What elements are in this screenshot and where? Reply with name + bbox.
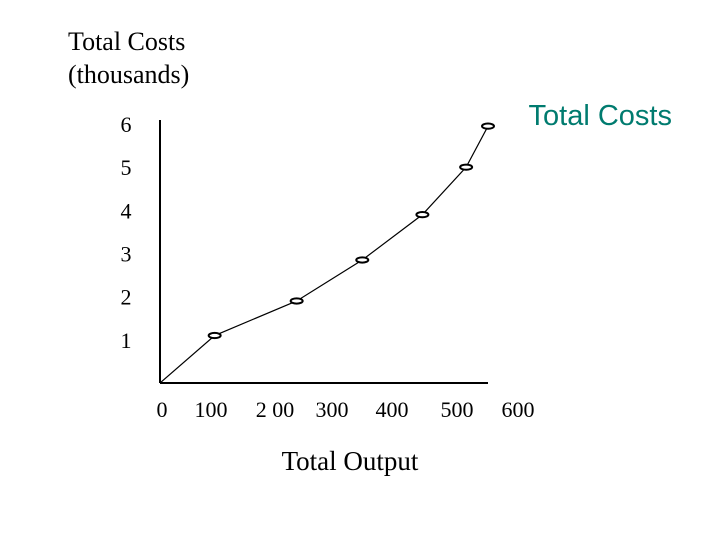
y-axis-title-line-2: (thousands) (68, 60, 189, 89)
x-axis-title: Total Output (282, 446, 419, 476)
y-tick-label-3: 3 (121, 242, 132, 267)
legend-label: Total Costs (529, 100, 672, 132)
y-tick-labels: 1 2 3 4 5 6 (121, 112, 132, 353)
y-tick-label-2: 2 (121, 285, 132, 310)
x-tick-label-2: 100 (195, 397, 228, 422)
y-tick-label-1: 1 (121, 328, 132, 353)
x-tick-label-6: 500 (441, 397, 474, 422)
series-total-costs (159, 122, 495, 384)
y-tick-label-6: 6 (121, 112, 132, 137)
data-point-5 (459, 163, 474, 171)
x-tick-label-7: 600 (502, 397, 535, 422)
x-tick-label-1: 0 (157, 397, 168, 422)
data-point-1 (207, 331, 222, 340)
x-tick-labels: 0 100 2 00 300 400 500 600 (157, 397, 535, 422)
y-tick-label-5: 5 (121, 155, 132, 180)
x-tick-label-4: 300 (316, 397, 349, 422)
y-axis-title-line-1: Total Costs (68, 27, 185, 56)
x-tick-label-3: 2 00 (256, 397, 295, 422)
data-point-2 (289, 297, 304, 305)
data-point-6 (481, 122, 495, 130)
y-tick-label-4: 4 (121, 198, 132, 223)
data-point-3 (355, 256, 370, 264)
series-line (159, 125, 489, 384)
x-tick-label-5: 400 (376, 397, 409, 422)
data-point-4 (415, 211, 430, 219)
